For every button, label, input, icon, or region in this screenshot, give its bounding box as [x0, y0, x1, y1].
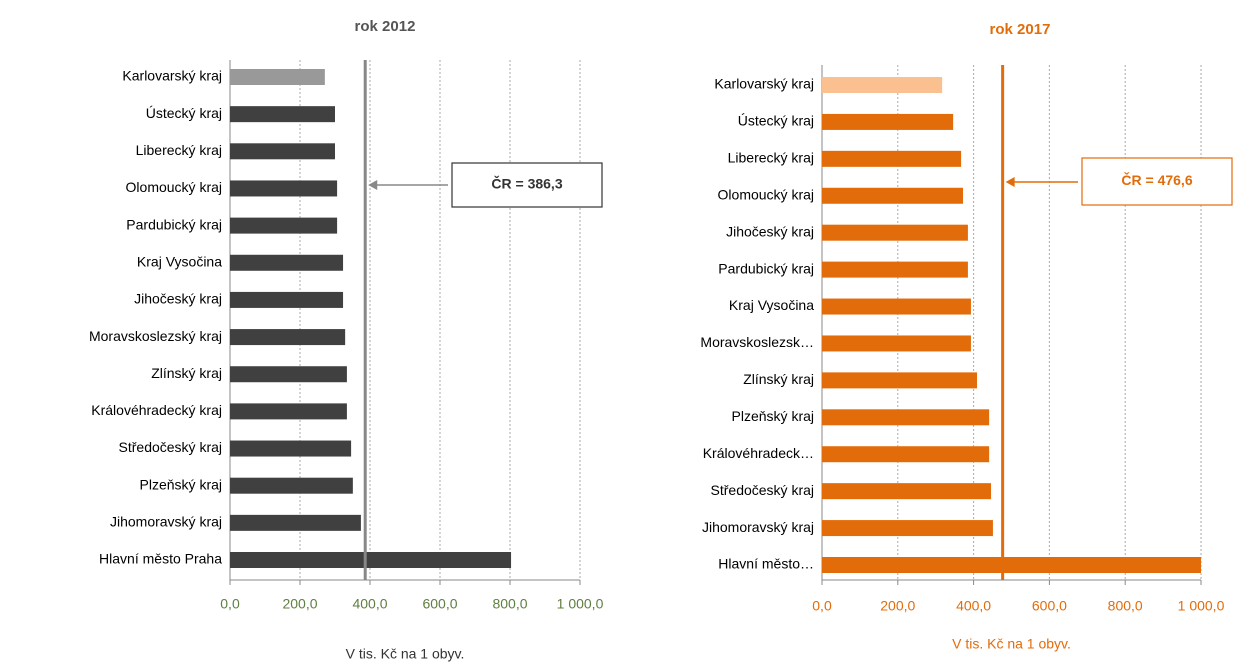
y-tick-label: Plzeňský kraj [732, 408, 814, 424]
bar [230, 477, 353, 494]
x-tick-label: 1 000,0 [557, 596, 604, 612]
y-tick-label: Jihočeský kraj [726, 223, 814, 239]
x-tick-label: 800,0 [492, 596, 527, 612]
x-tick-label: 400,0 [352, 596, 387, 612]
bar [822, 335, 971, 352]
bar [822, 446, 990, 463]
bar [230, 440, 352, 457]
bar [822, 409, 990, 426]
y-tick-label: Ústecký kraj [738, 113, 814, 129]
annotation-box [1081, 157, 1233, 206]
bar [822, 520, 993, 537]
x-tick-label: 0,0 [812, 598, 832, 614]
y-tick-label: Moravskoslezský kraj [89, 328, 222, 344]
bar [822, 224, 968, 241]
y-tick-label: Liberecký kraj [136, 142, 222, 158]
bar [230, 514, 361, 531]
annotation: ČR = 386,3 [491, 175, 562, 192]
x-tick-label: 600,0 [1032, 598, 1067, 614]
x-tick-label: 0,0 [220, 596, 240, 612]
y-tick-label: Karlovarský kraj [714, 76, 814, 92]
bar [230, 106, 335, 123]
x-tick-label: 200,0 [880, 598, 915, 614]
annotation: ČR = 476,6 [1121, 171, 1192, 188]
y-tick-label: Pardubický kraj [718, 260, 814, 276]
bar [822, 77, 943, 93]
bar [822, 187, 963, 204]
annotation-box [451, 162, 603, 208]
bar [822, 372, 978, 389]
y-tick-label: Kraj Vysočina [137, 253, 222, 269]
x-tick-label: 400,0 [956, 598, 991, 614]
x-tick-label: 800,0 [1108, 598, 1143, 614]
y-tick-label: Ústecký kraj [146, 105, 222, 121]
y-tick-label: Jihomoravský kraj [110, 514, 222, 530]
y-tick-label: Královéhradecký kraj [91, 402, 222, 418]
bar [822, 150, 962, 167]
y-tick-label: Zlínský kraj [151, 365, 222, 381]
y-tick-label: Jihočeský kraj [134, 291, 222, 307]
y-tick-label: Hlavní město… [718, 556, 814, 572]
bar [230, 143, 335, 160]
bar [822, 298, 971, 315]
y-tick-label: Hlavní město Praha [99, 551, 222, 567]
y-tick-label: Královéhradeck… [703, 445, 814, 461]
bar [230, 329, 346, 346]
y-tick-label: Moravskoslezsk… [700, 334, 814, 350]
y-tick-label: Olomoucký kraj [126, 179, 222, 195]
arrow-head [368, 180, 378, 190]
y-tick-label: Zlínský kraj [743, 371, 814, 387]
bar [822, 483, 992, 500]
x-tick-label: 200,0 [282, 596, 317, 612]
bar [822, 261, 968, 278]
bar [822, 113, 954, 130]
bar [230, 254, 344, 271]
x-axis-label: V tis. Kč na 1 obyv. [346, 646, 465, 662]
x-axis-label: V tis. Kč na 1 obyv. [952, 636, 1071, 652]
arrow-head [1005, 177, 1015, 187]
y-tick-label: Liberecký kraj [728, 150, 814, 166]
chart-title: rok 2012 [355, 18, 416, 35]
y-tick-label: Olomoucký kraj [718, 186, 814, 202]
x-tick-label: 600,0 [422, 596, 457, 612]
bar [230, 217, 338, 234]
y-tick-label: Karlovarský kraj [122, 68, 222, 84]
y-tick-label: Pardubický kraj [126, 216, 222, 232]
bar [230, 291, 344, 308]
bar [230, 69, 325, 85]
chart-title: rok 2017 [990, 21, 1051, 38]
y-tick-label: Jihomoravský kraj [702, 519, 814, 535]
y-tick-label: Kraj Vysočina [729, 297, 814, 313]
bar [230, 403, 347, 420]
bar [822, 557, 1201, 573]
y-tick-label: Středočeský kraj [711, 482, 814, 498]
y-tick-label: Středočeský kraj [119, 439, 222, 455]
y-tick-label: Plzeňský kraj [140, 476, 222, 492]
bar [230, 366, 347, 383]
bar [230, 552, 512, 568]
x-tick-label: 1 000,0 [1178, 598, 1225, 614]
bar [230, 180, 338, 197]
